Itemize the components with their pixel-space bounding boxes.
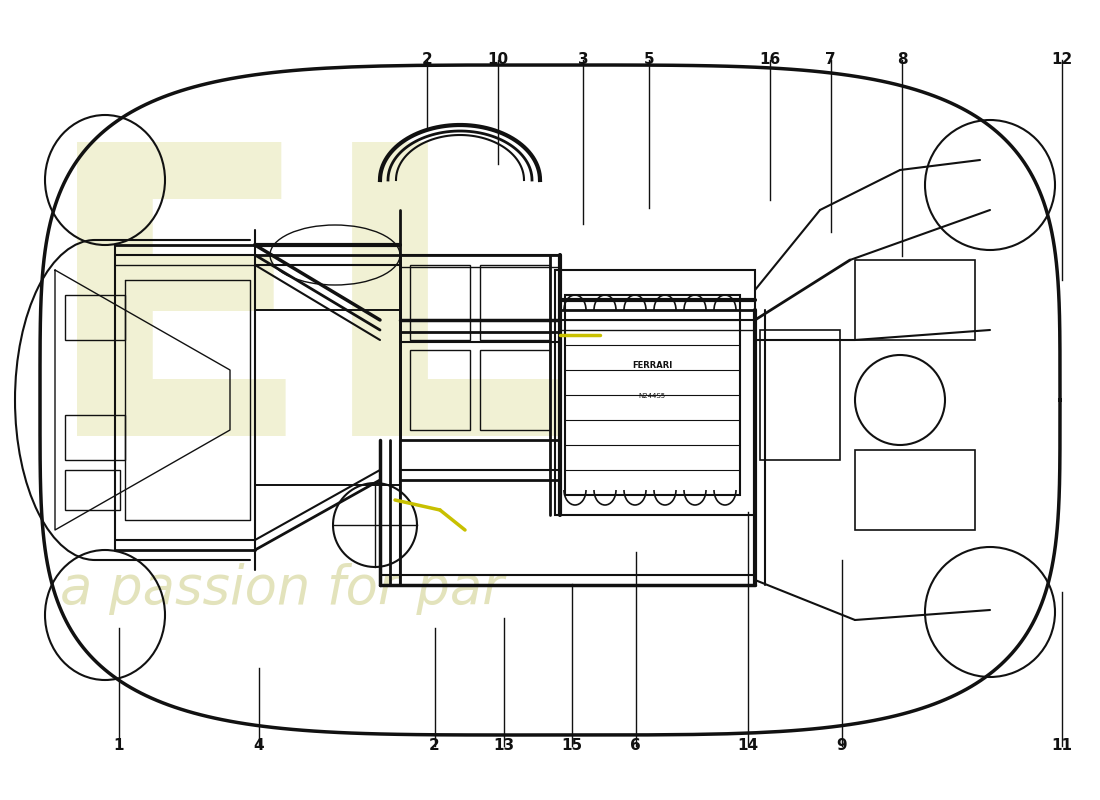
Bar: [855, 260, 975, 340]
Bar: [760, 330, 840, 460]
Bar: [855, 450, 975, 530]
Text: 9: 9: [836, 738, 847, 753]
Text: 12: 12: [1050, 53, 1072, 67]
Text: 11: 11: [1050, 738, 1072, 753]
Bar: [556, 270, 755, 515]
Bar: [400, 255, 560, 440]
Text: 15: 15: [561, 738, 583, 753]
Text: a passion for par: a passion for par: [60, 563, 504, 615]
Bar: [65, 415, 125, 460]
Text: 1: 1: [113, 738, 124, 753]
Bar: [410, 265, 470, 340]
Bar: [410, 350, 470, 430]
Text: 13: 13: [493, 738, 515, 753]
Text: 10: 10: [487, 53, 509, 67]
Text: EL: EL: [40, 129, 572, 520]
Bar: [480, 265, 550, 340]
Text: 2: 2: [421, 53, 432, 67]
Text: 14: 14: [737, 738, 759, 753]
Text: 8: 8: [896, 53, 907, 67]
Bar: [65, 295, 125, 340]
Text: 16: 16: [759, 53, 781, 67]
Text: 7: 7: [825, 53, 836, 67]
Bar: [565, 295, 740, 495]
Bar: [480, 350, 550, 430]
Text: 4: 4: [253, 738, 264, 753]
Text: 5: 5: [644, 53, 654, 67]
Text: N244S5: N244S5: [638, 393, 666, 399]
Text: 3: 3: [578, 53, 588, 67]
Bar: [65, 470, 120, 510]
Text: 2: 2: [429, 738, 440, 753]
Text: 6: 6: [630, 738, 641, 753]
Text: FERRARI: FERRARI: [631, 361, 672, 370]
